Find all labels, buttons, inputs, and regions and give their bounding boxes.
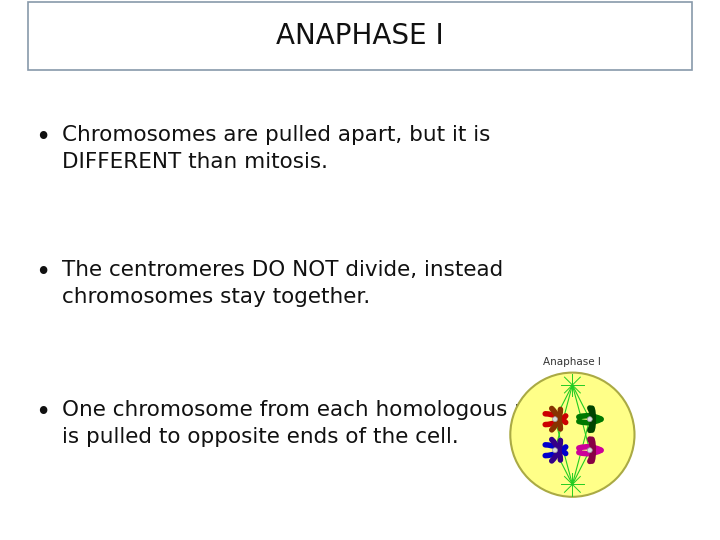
- Text: ANAPHASE I: ANAPHASE I: [276, 22, 444, 50]
- Circle shape: [588, 448, 593, 453]
- Text: One chromosome from each homologous pair
is pulled to opposite ends of the cell.: One chromosome from each homologous pair…: [62, 400, 556, 447]
- Text: •: •: [35, 260, 50, 286]
- Circle shape: [552, 417, 557, 422]
- Text: •: •: [35, 400, 50, 426]
- Circle shape: [552, 448, 557, 453]
- Circle shape: [510, 373, 634, 497]
- Circle shape: [588, 417, 593, 422]
- Text: Anaphase I: Anaphase I: [544, 356, 601, 367]
- Text: Chromosomes are pulled apart, but it is
DIFFERENT than mitosis.: Chromosomes are pulled apart, but it is …: [62, 125, 490, 172]
- Text: •: •: [35, 125, 50, 151]
- Bar: [28, 2, 692, 70]
- Text: The centromeres DO NOT divide, instead
chromosomes stay together.: The centromeres DO NOT divide, instead c…: [62, 260, 503, 307]
